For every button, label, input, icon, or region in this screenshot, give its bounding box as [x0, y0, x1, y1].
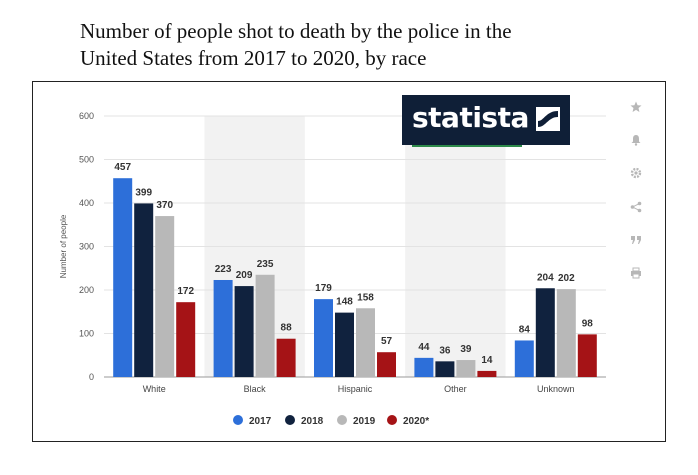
bar — [577, 334, 597, 377]
bar — [113, 178, 133, 377]
bar — [234, 286, 254, 377]
y-tick-label: 200 — [79, 285, 94, 295]
data-label: 399 — [135, 187, 152, 198]
x-tick-label: Other — [444, 384, 467, 394]
data-label: 202 — [558, 273, 575, 284]
bar — [155, 216, 175, 377]
legend-label: 2018 — [301, 416, 324, 427]
x-tick-label: Unknown — [537, 384, 575, 394]
y-tick-label: 500 — [79, 155, 94, 165]
gear-icon[interactable] — [621, 161, 651, 185]
data-label: 223 — [215, 264, 232, 275]
data-label: 209 — [236, 270, 253, 281]
x-tick-label: Black — [244, 384, 267, 394]
data-label: 158 — [357, 292, 374, 303]
y-tick-label: 400 — [79, 198, 94, 208]
bar — [335, 312, 354, 377]
legend-marker — [337, 415, 347, 425]
legend-label: 2019 — [353, 416, 376, 427]
bar — [435, 361, 455, 377]
legend-marker — [233, 415, 243, 425]
legend-label: 2017 — [249, 416, 272, 427]
data-label: 36 — [439, 345, 451, 356]
bar — [314, 299, 333, 377]
data-label: 44 — [418, 342, 430, 353]
bar — [276, 338, 296, 377]
bar — [535, 288, 555, 377]
bar — [134, 203, 154, 377]
print-icon[interactable] — [621, 261, 651, 285]
data-label: 14 — [481, 355, 493, 366]
statista-logo[interactable]: statista — [402, 95, 570, 145]
y-tick-label: 100 — [79, 329, 94, 339]
y-tick-label: 600 — [79, 111, 94, 121]
legend-marker — [285, 415, 295, 425]
y-tick-label: 300 — [79, 242, 94, 252]
data-label: 57 — [381, 336, 393, 347]
bell-icon[interactable] — [621, 128, 651, 152]
data-label: 39 — [460, 344, 472, 355]
bar — [414, 357, 434, 377]
data-label: 457 — [114, 162, 131, 173]
legend-marker — [387, 415, 397, 425]
chart-frame — [32, 81, 666, 442]
chart-title: Number of people shot to death by the po… — [80, 19, 512, 70]
data-label: 88 — [281, 323, 293, 334]
data-label: 148 — [336, 297, 353, 308]
bar — [514, 340, 534, 377]
bar — [556, 289, 576, 377]
data-label: 370 — [156, 200, 173, 211]
legend-label: 2020* — [403, 416, 429, 427]
x-tick-label: White — [143, 384, 166, 394]
y-axis-label: Number of people — [59, 214, 68, 278]
bar — [477, 370, 497, 377]
bar — [255, 274, 275, 377]
data-label: 235 — [257, 259, 274, 270]
bar — [213, 279, 233, 377]
data-label: 204 — [537, 272, 554, 283]
data-label: 84 — [519, 324, 531, 335]
x-tick-label: Hispanic — [338, 384, 373, 394]
bar — [356, 308, 375, 377]
bar — [456, 360, 476, 377]
quote-icon[interactable] — [621, 228, 651, 252]
bar — [176, 302, 196, 377]
y-tick-label: 0 — [89, 372, 94, 382]
data-label: 179 — [315, 283, 332, 294]
data-label: 172 — [177, 286, 194, 297]
star-icon[interactable] — [621, 95, 651, 119]
data-label: 98 — [582, 318, 594, 329]
bar — [377, 352, 396, 377]
logo-wordmark: statista — [412, 101, 529, 134]
statista-mark-icon — [536, 107, 560, 131]
share-icon[interactable] — [621, 195, 651, 219]
logo-underline — [412, 145, 522, 147]
